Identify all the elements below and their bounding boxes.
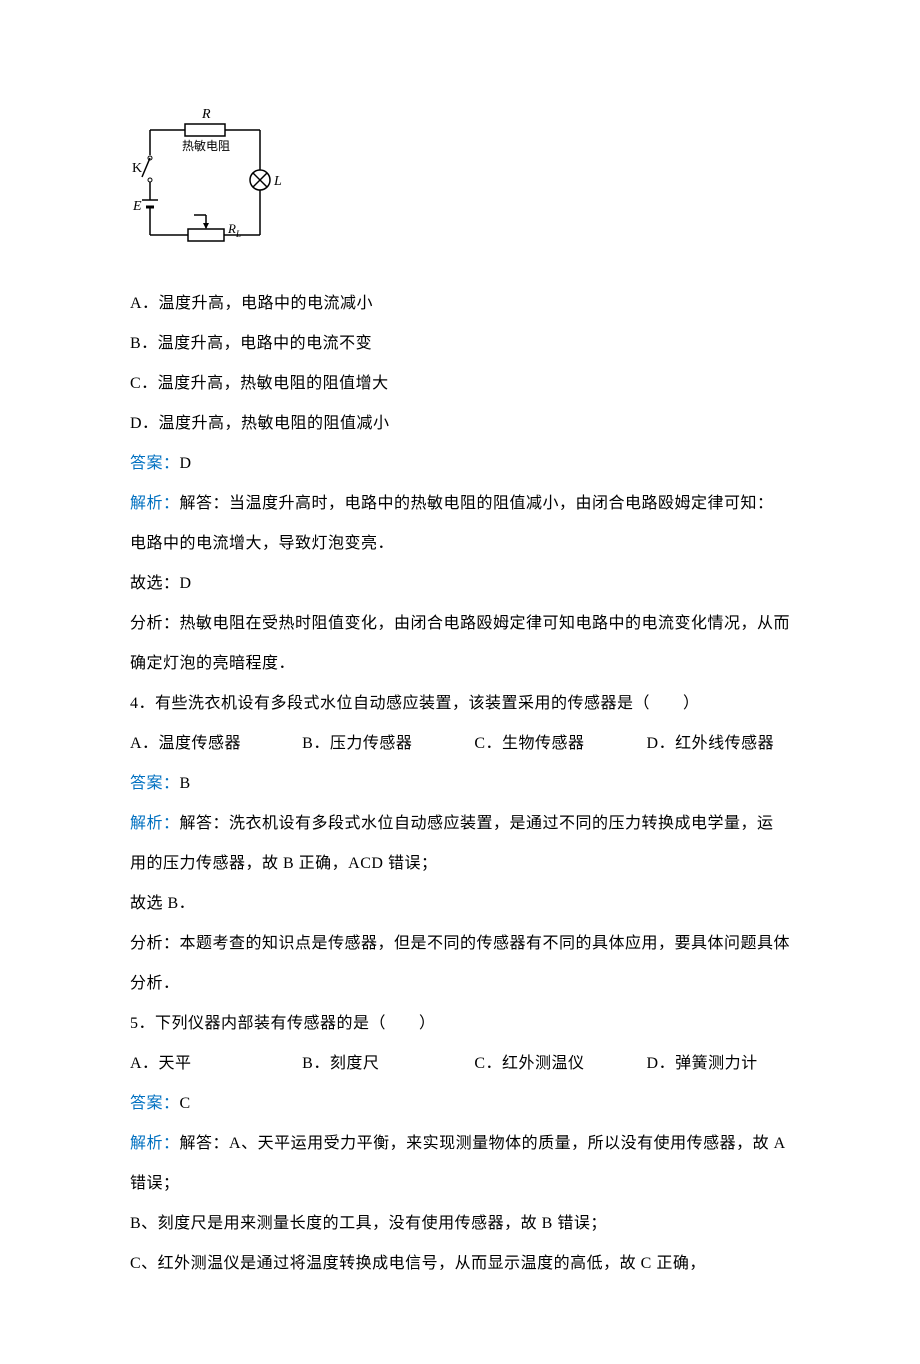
- q5-question: 5．下列仪器内部装有传感器的是（ ）: [130, 1004, 790, 1044]
- q4-question: 4．有些洗衣机设有多段式水位自动感应装置，该装置采用的传感器是（ ）: [130, 684, 790, 724]
- q4-answer: 答案：B: [130, 764, 790, 804]
- label-K: K: [132, 161, 142, 176]
- q5-options-row: A．天平 B．刻度尺 C．红外测温仪 D．弹簧测力计: [130, 1044, 790, 1084]
- q3-option-c: C．温度升高，热敏电阻的阻值增大: [130, 364, 790, 404]
- q5-analysis-text1: 解答：A、天平运用受力平衡，来实现测量物体的质量，所以没有使用传感器，故 A 错…: [130, 1135, 785, 1192]
- q4-analysis-label: 解析：: [130, 815, 180, 832]
- q3-answer-value: D: [180, 455, 192, 472]
- q5-option-c: C．红外测温仪: [474, 1044, 646, 1084]
- q4-options-row: A．温度传感器 B．压力传感器 C．生物传感器 D．红外线传感器: [130, 724, 790, 764]
- q3-answer: 答案：D: [130, 444, 790, 484]
- q5-analysis-label: 解析：: [130, 1135, 180, 1152]
- q5-analysis-2: B、刻度尺是用来测量长度的工具，没有使用传感器，故 B 错误；: [130, 1204, 790, 1244]
- q3-analysis-1: 解析：解答：当温度升高时，电路中的热敏电阻的阻值减小，由闭合电路殴姆定律可知：电…: [130, 484, 790, 564]
- q4-option-c: C．生物传感器: [474, 724, 646, 764]
- q5-option-a: A．天平: [130, 1044, 302, 1084]
- q4-answer-label: 答案：: [130, 775, 180, 792]
- q4-answer-value: B: [180, 775, 191, 792]
- label-R: R: [201, 107, 211, 122]
- q4-option-d: D．红外线传感器: [647, 724, 790, 764]
- q3-option-a: A．温度升高，电路中的电流减小: [130, 284, 790, 324]
- circuit-diagram: R 热敏电阻 K E L RL: [130, 100, 790, 260]
- q4-analysis-2: 故选 B．: [130, 884, 790, 924]
- q5-analysis-3: C、红外测温仪是通过将温度转换成电信号，从而显示温度的高低，故 C 正确，: [130, 1244, 790, 1284]
- q4-option-a: A．温度传感器: [130, 724, 302, 764]
- q3-analysis-3: 分析：热敏电阻在受热时阻值变化，由闭合电路殴姆定律可知电路中的电流变化情况，从而…: [130, 604, 790, 684]
- q4-analysis-3: 分析：本题考查的知识点是传感器，但是不同的传感器有不同的具体应用，要具体问题具体…: [130, 924, 790, 1004]
- label-E: E: [132, 199, 142, 214]
- q3-analysis-2: 故选：D: [130, 564, 790, 604]
- label-L: L: [273, 174, 282, 189]
- label-RL: RL: [227, 221, 241, 239]
- q3-analysis-label: 解析：: [130, 495, 180, 512]
- q5-option-d: D．弹簧测力计: [647, 1044, 790, 1084]
- q3-answer-label: 答案：: [130, 455, 180, 472]
- q4-option-b: B．压力传感器: [302, 724, 474, 764]
- q4-analysis-1: 解析：解答：洗衣机设有多段式水位自动感应装置，是通过不同的压力转换成电学量，运用…: [130, 804, 790, 884]
- q3-analysis-text1: 解答：当温度升高时，电路中的热敏电阻的阻值减小，由闭合电路殴姆定律可知：电路中的…: [130, 495, 774, 552]
- q5-option-b: B．刻度尺: [302, 1044, 474, 1084]
- q5-answer-value: C: [180, 1095, 191, 1112]
- label-thermistor: 热敏电阻: [182, 138, 230, 153]
- q5-answer-label: 答案：: [130, 1095, 180, 1112]
- q4-analysis-text1: 解答：洗衣机设有多段式水位自动感应装置，是通过不同的压力转换成电学量，运用的压力…: [130, 815, 774, 872]
- q3-option-b: B．温度升高，电路中的电流不变: [130, 324, 790, 364]
- q5-analysis-1: 解析：解答：A、天平运用受力平衡，来实现测量物体的质量，所以没有使用传感器，故 …: [130, 1124, 790, 1204]
- q3-option-d: D．温度升高，热敏电阻的阻值减小: [130, 404, 790, 444]
- circuit-svg: R 热敏电阻 K E L RL: [130, 100, 290, 260]
- q5-answer: 答案：C: [130, 1084, 790, 1124]
